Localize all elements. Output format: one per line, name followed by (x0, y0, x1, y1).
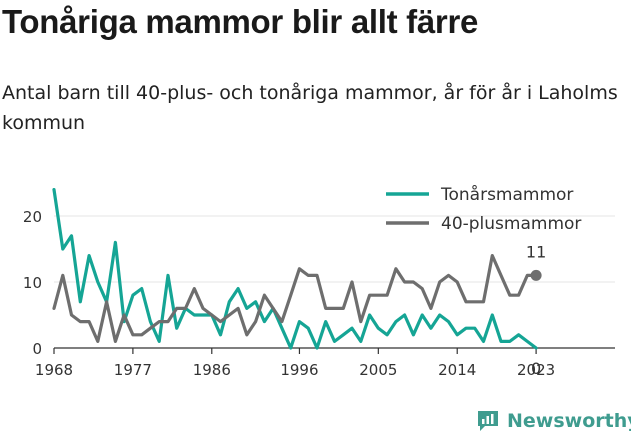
x-tick-label: 2005 (359, 361, 397, 379)
series-line-0 (52, 188, 538, 350)
legend-label: Tonårsmammor (440, 184, 573, 205)
brand-footer: Newsworthy (475, 406, 631, 436)
x-tick-label: 1977 (114, 361, 152, 379)
series-end-label: 11 (526, 242, 546, 261)
chart-title: Tonåriga mammor blir allt färre (2, 3, 479, 40)
y-tick-label: 20 (23, 208, 42, 226)
y-tick-label: 10 (23, 274, 42, 292)
x-tick-label: 2023 (517, 361, 555, 379)
brand-name: Newsworthy (507, 410, 631, 432)
newsworthy-logo-icon (478, 411, 498, 431)
x-tick-label: 2014 (438, 361, 476, 379)
x-tick-label: 1986 (193, 361, 231, 379)
x-tick-label: 1996 (280, 361, 318, 379)
y-tick-label: 0 (32, 340, 42, 358)
series-end-point (530, 269, 542, 281)
x-tick-label: 1968 (35, 361, 73, 379)
series-line-1 (52, 254, 538, 343)
chart-subtitle: Antal barn till 40-plus- och tonåriga ma… (2, 82, 618, 134)
series-end-label: 0 (531, 359, 541, 378)
legend-label: 40-plusmammor (441, 214, 581, 234)
